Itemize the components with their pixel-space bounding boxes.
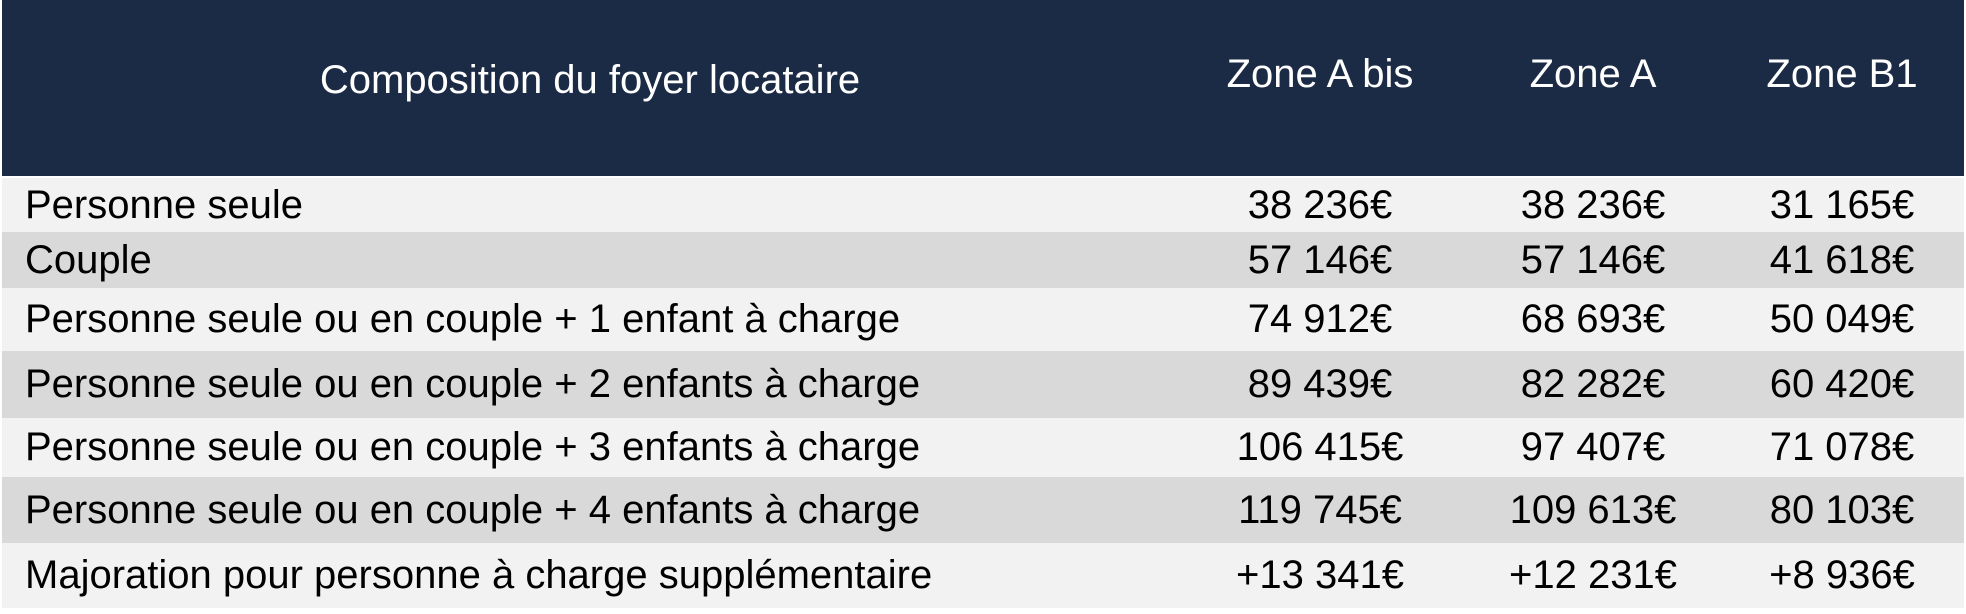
row-label: Personne seule ou en couple + 1 enfant à… — [25, 297, 901, 341]
value-cell: 50 049€ — [1769, 297, 1915, 341]
value-cell: 97 407€ — [1520, 425, 1666, 469]
value-cell: 31 165€ — [1769, 182, 1915, 227]
header-cell: Composition du foyer locataire — [319, 58, 861, 102]
table-header: Composition du foyer locataire Zone A bis… — [2, 0, 1964, 176]
value-cell: 80 103€ — [1769, 487, 1915, 532]
value-cell: 57 146€ — [1520, 237, 1666, 282]
value-cell: +8 936€ — [1769, 553, 1915, 597]
value-cell: 57 146€ — [1247, 237, 1393, 282]
table-row: Majoration pour personne à charge supplé… — [2, 543, 1964, 608]
value-cell: 106 415€ — [1236, 425, 1404, 469]
value-cell: 60 420€ — [1769, 362, 1915, 406]
table-row: Personne seule ou en couple + 2 enfants … — [2, 351, 1964, 418]
table-row: Personne seule ou en couple + 4 enfants … — [2, 477, 1964, 543]
table-row: Personne seule ou en couple + 3 enfants … — [2, 418, 1964, 477]
value-cell: 68 693€ — [1520, 297, 1666, 341]
header-cell: Zone A — [1529, 52, 1657, 96]
row-label: Personne seule — [25, 182, 303, 227]
value-cell: 74 912€ — [1247, 297, 1393, 341]
row-label: Personne seule ou en couple + 3 enfants … — [25, 425, 921, 469]
value-cell: 38 236€ — [1247, 182, 1393, 227]
value-cell: 89 439€ — [1247, 362, 1393, 406]
header-cell: Zone B1 — [1766, 52, 1918, 96]
value-cell: 38 236€ — [1520, 182, 1666, 227]
row-label: Majoration pour personne à charge supplé… — [25, 553, 933, 597]
value-cell: 71 078€ — [1769, 425, 1915, 469]
value-cell: 119 745€ — [1238, 487, 1402, 532]
table-row: Personne seule 38 236€ 38 236€ 31 165€ — [2, 178, 1964, 232]
value-cell: +12 231€ — [1509, 553, 1677, 597]
value-cell: 109 613€ — [1509, 487, 1677, 532]
value-cell: +13 341€ — [1236, 553, 1404, 597]
table-row: Personne seule ou en couple + 1 enfant à… — [2, 288, 1964, 351]
row-label: Couple — [25, 237, 152, 282]
header-cell: Zone A bis — [1226, 52, 1414, 96]
row-label: Personne seule ou en couple + 2 enfants … — [25, 362, 921, 406]
value-cell: 82 282€ — [1520, 362, 1666, 406]
table-row: Couple 57 146€ 57 146€ 41 618€ — [2, 232, 1964, 288]
value-cell: 41 618€ — [1769, 237, 1915, 282]
row-label: Personne seule ou en couple + 4 enfants … — [25, 487, 921, 532]
